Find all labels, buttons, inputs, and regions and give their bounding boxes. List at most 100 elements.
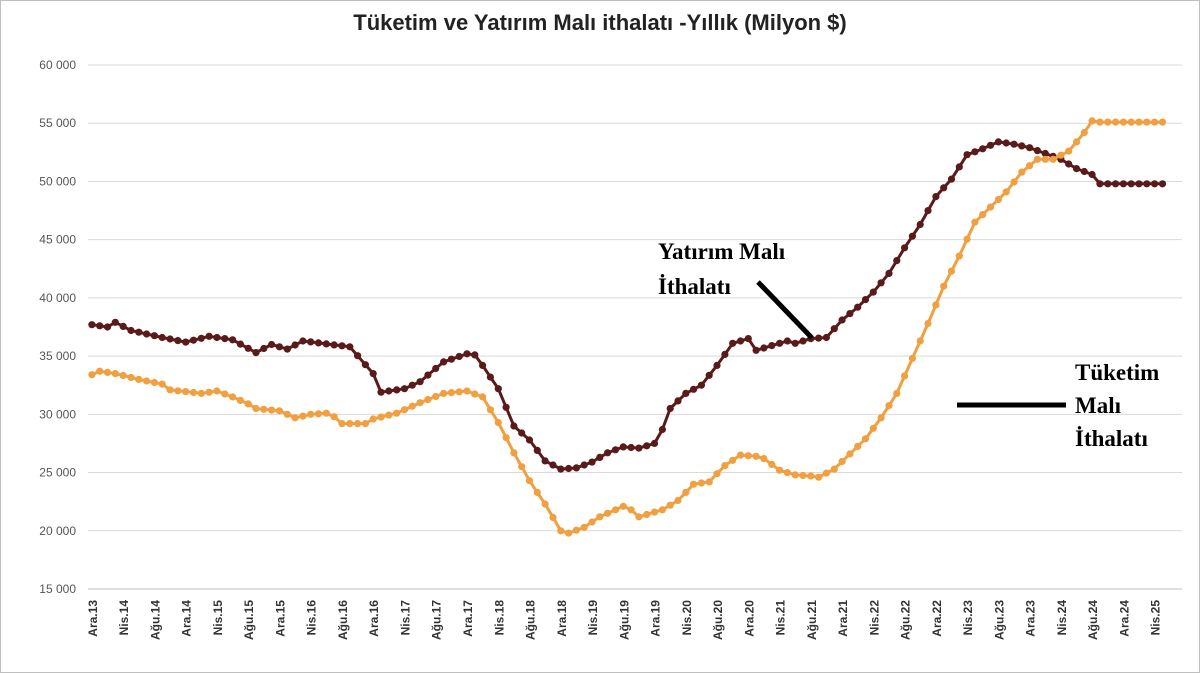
data-point — [416, 399, 424, 407]
x-tick-label: Nis.17 — [398, 600, 412, 636]
data-point — [1119, 118, 1127, 126]
data-point — [260, 344, 268, 353]
data-point — [838, 457, 846, 466]
data-point — [197, 334, 205, 342]
data-point — [721, 462, 729, 470]
y-tick-label: 30 000 — [39, 407, 76, 421]
data-point — [744, 452, 752, 460]
data-point — [736, 337, 745, 345]
data-point — [650, 439, 659, 447]
data-point — [1057, 151, 1065, 159]
data-point — [1112, 180, 1120, 188]
data-point — [768, 460, 776, 468]
data-point — [400, 385, 409, 393]
data-point — [994, 138, 1003, 146]
data-point — [1135, 118, 1143, 126]
y-tick-label: 45 000 — [39, 233, 76, 247]
data-point — [1010, 140, 1018, 148]
data-point — [565, 529, 573, 537]
data-point — [143, 377, 151, 385]
data-point — [369, 370, 377, 378]
data-point — [1018, 168, 1026, 176]
y-tick-label: 50 000 — [39, 174, 76, 188]
data-point — [189, 388, 198, 397]
data-point — [432, 364, 440, 373]
data-point — [221, 390, 229, 398]
data-point — [955, 163, 963, 171]
data-point — [1041, 149, 1049, 158]
data-point — [111, 318, 119, 326]
data-point — [791, 339, 799, 347]
series-layer — [88, 117, 1167, 537]
data-point — [697, 479, 706, 487]
x-tick-label: Ağu.17 — [430, 600, 444, 640]
data-point — [783, 469, 792, 477]
data-point — [447, 389, 455, 397]
data-point — [705, 478, 713, 486]
annotations: Yatırım Malı İthalatı Tüketim Malı İthal… — [658, 239, 1159, 451]
data-point — [815, 334, 823, 342]
data-point — [815, 473, 823, 481]
data-point — [299, 412, 307, 420]
data-point — [354, 352, 362, 360]
x-tick-label: Nis.15 — [211, 600, 225, 636]
data-point — [846, 310, 854, 318]
data-point — [502, 403, 510, 411]
data-point — [986, 141, 995, 149]
x-tick-label: Nis.24 — [1055, 600, 1069, 636]
data-point — [393, 386, 401, 394]
chart-title: Tüketim ve Yatırım Malı ithalatı -Yıllık… — [353, 10, 847, 35]
data-point — [455, 388, 463, 396]
data-point — [229, 336, 237, 344]
x-tick-label: Ara.21 — [836, 600, 850, 637]
data-point — [463, 350, 471, 358]
data-point — [830, 325, 838, 333]
data-point — [924, 207, 932, 215]
data-point — [174, 337, 182, 345]
data-point — [166, 386, 174, 394]
data-point — [533, 446, 541, 454]
data-point — [971, 218, 979, 226]
data-point — [447, 355, 455, 363]
x-tick-label: Nis.19 — [586, 600, 600, 636]
tuketim-annotation-line3: İthalatı — [1075, 426, 1148, 451]
data-point — [721, 350, 729, 358]
x-tick-label: Ağu.18 — [524, 600, 538, 640]
data-point — [103, 368, 112, 376]
data-point — [471, 351, 479, 359]
data-point — [1041, 155, 1049, 163]
data-point — [182, 388, 190, 396]
data-point — [205, 332, 213, 340]
data-point — [947, 267, 956, 275]
data-point — [135, 375, 143, 383]
y-tick-label: 55 000 — [39, 116, 76, 130]
data-point — [1026, 144, 1034, 152]
data-point — [916, 220, 924, 229]
data-point — [541, 457, 549, 465]
data-point — [518, 429, 526, 437]
data-point — [572, 464, 581, 472]
data-point — [1135, 180, 1143, 188]
data-point — [127, 373, 135, 382]
data-point — [1065, 147, 1073, 155]
x-tick-label: Ağu.21 — [805, 600, 819, 640]
data-point — [236, 396, 244, 404]
data-point — [213, 333, 221, 342]
data-point — [518, 463, 526, 471]
data-point — [307, 338, 315, 346]
data-point — [666, 404, 674, 413]
data-point — [861, 296, 870, 304]
data-point — [869, 288, 877, 296]
data-point — [244, 344, 252, 352]
data-point — [885, 402, 893, 410]
data-point — [604, 449, 612, 457]
data-point — [479, 361, 487, 369]
data-point — [986, 203, 995, 211]
data-point — [854, 303, 862, 311]
x-axis-tick-labels: Ara.13 Nis.14 Ağu.14 Ara.14 Nis.15 Ağu.15 Ara.… — [86, 600, 1163, 640]
data-point — [908, 232, 917, 240]
data-point — [744, 335, 752, 343]
x-tick-label: Nis.21 — [774, 600, 788, 636]
data-point — [557, 465, 565, 473]
